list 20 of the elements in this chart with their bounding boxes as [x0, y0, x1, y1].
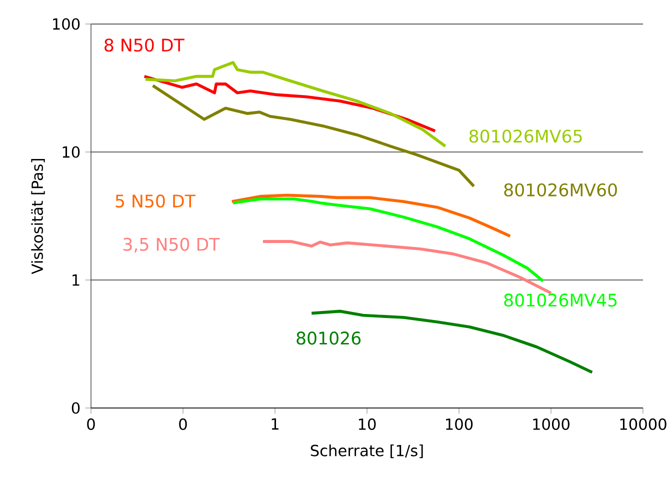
- y-tick-label: 1: [72, 274, 80, 286]
- series-label: 801026MV60: [504, 183, 617, 196]
- x-tick-label: 0: [179, 418, 187, 430]
- y-tick-label: 10: [62, 146, 80, 158]
- x-tick-label: 10000: [620, 418, 666, 430]
- x-tick-label: 0: [87, 418, 95, 430]
- series-label: 801026: [296, 332, 361, 345]
- text: 5 N50 DT: [116, 194, 196, 208]
- y-tick-label: 0: [72, 402, 80, 414]
- series-label: 801026MV65: [469, 130, 582, 143]
- x-tick-label: 1: [272, 418, 278, 430]
- x-tick-label: 1000: [533, 418, 570, 430]
- series-label: 801026MV45: [504, 294, 617, 307]
- x-axis-title: Scherrate [1/s]: [310, 444, 423, 458]
- x-tick-label: 10: [358, 418, 376, 430]
- series-label: 8 N50 DT: [104, 38, 184, 52]
- y-axis-title: Viskosität [Pas]: [31, 159, 45, 274]
- x-tick-label: 100: [446, 418, 473, 430]
- y-tick-label: 100: [53, 18, 80, 30]
- text: 3,5 N50 DT: [123, 238, 220, 253]
